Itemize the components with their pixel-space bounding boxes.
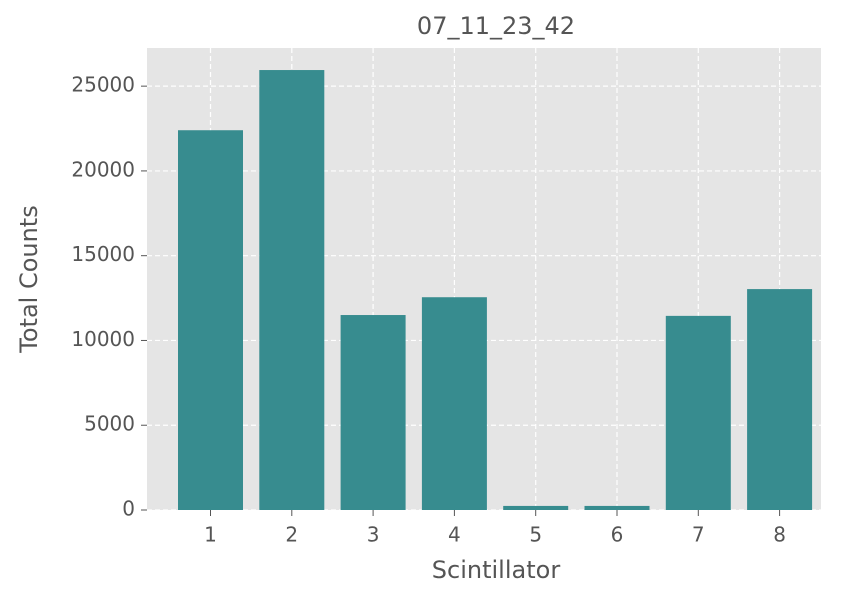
bar xyxy=(747,289,813,510)
y-tick-label: 15000 xyxy=(71,242,135,266)
bar xyxy=(503,505,569,510)
y-tick-label: 10000 xyxy=(71,327,135,351)
chart-title: 07_11_23_42 xyxy=(417,12,575,40)
y-axis-label: Total Counts xyxy=(15,205,43,353)
bar xyxy=(259,70,325,510)
bar xyxy=(665,315,731,510)
x-tick-label: 2 xyxy=(285,523,298,547)
y-tick-label: 0 xyxy=(122,497,135,521)
bar xyxy=(584,505,650,510)
y-tick-label: 5000 xyxy=(84,412,135,436)
bar xyxy=(421,297,487,510)
x-tick-label: 6 xyxy=(611,523,624,547)
x-axis-label: Scintillator xyxy=(432,556,561,584)
y-tick-label: 25000 xyxy=(71,73,135,97)
x-tick-label: 4 xyxy=(448,523,461,547)
bar xyxy=(340,315,406,510)
x-tick-label: 1 xyxy=(204,523,217,547)
y-tick-label: 20000 xyxy=(71,157,135,181)
x-tick-label: 8 xyxy=(773,523,786,547)
x-tick-label: 5 xyxy=(529,523,542,547)
x-tick-label: 3 xyxy=(367,523,380,547)
bar xyxy=(178,130,243,510)
x-tick-label: 7 xyxy=(692,523,705,547)
